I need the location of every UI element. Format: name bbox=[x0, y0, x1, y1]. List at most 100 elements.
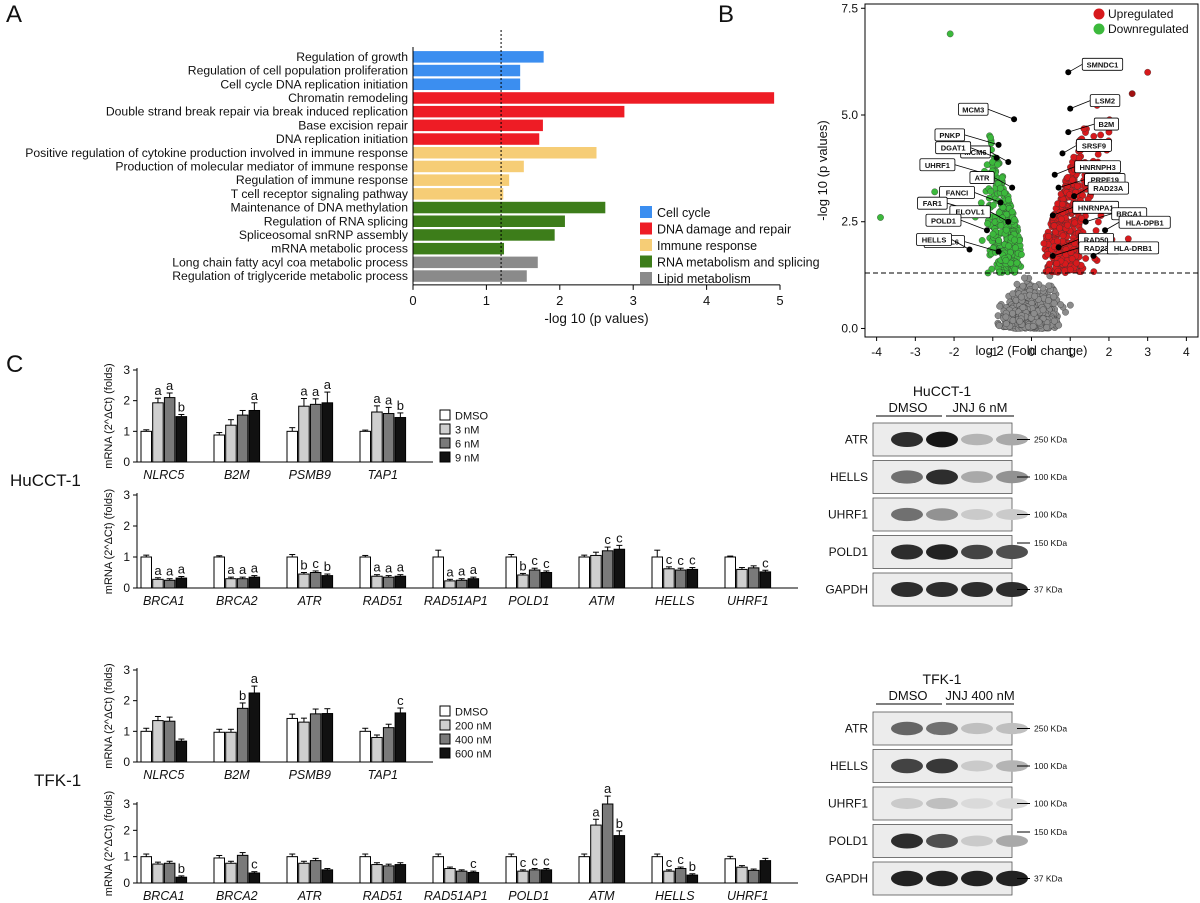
tick-label-b-y-2: 5.0 bbox=[841, 108, 858, 122]
gene-label-b-12: HLA-DRB1 bbox=[1114, 244, 1152, 253]
point-b-1417 bbox=[977, 199, 985, 207]
gene-point-b-16 bbox=[993, 154, 1000, 161]
tick-label-C3-0: 0 bbox=[123, 755, 130, 769]
bar-C2-8-2 bbox=[747, 567, 760, 589]
gene-point-b-15 bbox=[1005, 158, 1012, 165]
sig-C4-4-3: c bbox=[470, 856, 477, 871]
sig-C2-1-3: a bbox=[251, 561, 259, 576]
legend-label-a-0: Cell cycle bbox=[657, 206, 711, 220]
bar-C2-0-0 bbox=[140, 556, 152, 589]
gene-label-b-16: DGAT1 bbox=[941, 144, 966, 153]
sig-C2-1-1: a bbox=[227, 562, 235, 577]
sig-C2-0-2: a bbox=[166, 564, 174, 579]
gene-box-b-20 bbox=[917, 196, 948, 210]
row-label-tfk1: TFK-1 bbox=[34, 771, 81, 790]
gene-label-b-19: FANCI bbox=[946, 189, 969, 198]
point-b-1206 bbox=[1094, 218, 1102, 226]
bar-C4-6-2 bbox=[601, 803, 614, 884]
point-b-1300 bbox=[1054, 237, 1061, 245]
sig-C4-5-3: c bbox=[543, 854, 550, 869]
sig-C2-4-3: a bbox=[470, 562, 478, 577]
gene-leader-b-11 bbox=[1052, 247, 1079, 257]
band-0-0-3 bbox=[996, 433, 1028, 446]
sig-C4-7-2: c bbox=[677, 852, 684, 867]
point-b-885 bbox=[1019, 304, 1027, 311]
legend-swatch-a-4 bbox=[640, 272, 652, 284]
gene-box-b-17 bbox=[919, 158, 956, 172]
category-label-a-8: Production of molecular mediator of immu… bbox=[115, 159, 408, 173]
bar-a-15 bbox=[413, 256, 538, 269]
point-b-1606 bbox=[1002, 226, 1010, 234]
gene-label-b-6: RAD23A bbox=[1093, 184, 1124, 193]
bar-C3-1-2 bbox=[236, 707, 249, 763]
gene-box-b-19 bbox=[939, 186, 975, 199]
bar-C2-1-2 bbox=[236, 578, 249, 589]
sig-C4-0-3: b bbox=[178, 861, 185, 876]
bar-C1-2-0 bbox=[286, 430, 298, 463]
blot-title-1: TFK-1 bbox=[923, 671, 962, 687]
gene-label-b-7: HNRNPA1 bbox=[1078, 203, 1114, 212]
gene-leader-b-10 bbox=[1058, 238, 1079, 248]
point-b-1318 bbox=[1045, 233, 1052, 240]
bar-C2-5-2 bbox=[528, 569, 541, 589]
tick-label-b-x-4: 4 bbox=[1183, 345, 1190, 359]
point-b-1139 bbox=[1097, 131, 1105, 139]
gene-label-b-0: SMNDC1 bbox=[1087, 60, 1119, 69]
category-label-C1-0: NLRC5 bbox=[143, 468, 184, 482]
bar-a-3 bbox=[413, 92, 775, 104]
sig-C2-5-2: c bbox=[531, 553, 538, 568]
cond-label-0-1: JNJ 6 nM bbox=[953, 400, 1008, 415]
sig-C1-2-1: a bbox=[300, 384, 308, 399]
tick-label-C3-1: 1 bbox=[123, 724, 130, 738]
protein-label-1-1: HELLS bbox=[830, 759, 868, 773]
bar-C4-5-0 bbox=[505, 856, 517, 884]
point-b-882 bbox=[1029, 322, 1037, 330]
bar-C4-2-2 bbox=[309, 860, 322, 884]
point-b-1605 bbox=[994, 161, 1002, 168]
bar-C4-1-2 bbox=[236, 854, 249, 884]
band-1-4-0 bbox=[891, 870, 923, 887]
bar-C4-3-0 bbox=[359, 856, 371, 884]
point-b-1283 bbox=[1046, 260, 1053, 268]
point-b-1315 bbox=[1090, 132, 1098, 140]
point-b-899 bbox=[1016, 317, 1024, 325]
bar-C4-1-0 bbox=[213, 857, 225, 884]
bar-C2-3-3 bbox=[394, 575, 407, 589]
gene-box-b-14 bbox=[934, 128, 965, 142]
category-label-a-14: mRNA metabolic process bbox=[271, 242, 408, 256]
point-b-1578 bbox=[995, 237, 1003, 244]
gene-box-b-1 bbox=[1089, 94, 1121, 107]
band-0-2-1 bbox=[926, 508, 958, 521]
point-b-1608 bbox=[1013, 259, 1021, 267]
bar-C4-3-3 bbox=[394, 864, 407, 884]
point-b-896 bbox=[1013, 280, 1021, 288]
gene-point-b-7 bbox=[1049, 212, 1056, 219]
bar-chart-C3: 0 1 2 3 mRNA (2^ΔCt) (folds) NLRC5 ba B2M PSMB9 c… bbox=[103, 663, 492, 782]
band-0-1-3 bbox=[996, 470, 1028, 484]
bar-C2-5-3 bbox=[540, 572, 553, 589]
y-axis-title-C3: mRNA (2^ΔCt) (folds) bbox=[103, 663, 115, 768]
tick-label-a-0: 0 bbox=[409, 293, 416, 308]
legend-label-C3-2: 400 nM bbox=[455, 735, 492, 747]
gene-point-b-5 bbox=[1055, 184, 1062, 191]
cond-label-1-1: JNJ 400 nM bbox=[945, 688, 1014, 703]
point-b-571 bbox=[1050, 293, 1058, 301]
category-label-a-2: Cell cycle DNA replication initiation bbox=[220, 77, 408, 91]
sig-C1-2-2: a bbox=[312, 384, 320, 399]
marker-label-1-2: 100 KDa bbox=[1034, 799, 1067, 809]
bar-a-9 bbox=[413, 174, 510, 186]
category-label-C2-7: HELLS bbox=[655, 594, 695, 608]
band-1-1-1 bbox=[926, 758, 958, 774]
bar-C2-0-2 bbox=[163, 579, 176, 589]
sig-C2-8-3: c bbox=[762, 555, 769, 570]
bar-C4-0-0 bbox=[140, 856, 152, 884]
band-0-1-2 bbox=[961, 471, 993, 483]
category-label-C4-8: UHRF1 bbox=[727, 889, 769, 903]
bar-C2-3-0 bbox=[359, 556, 371, 589]
gene-point-b-10 bbox=[1055, 244, 1062, 251]
gene-point-b-9 bbox=[1102, 227, 1109, 234]
gene-leader-b-4 bbox=[1054, 166, 1075, 176]
point-b-1214 bbox=[1054, 267, 1062, 275]
point-b-1522 bbox=[983, 161, 991, 169]
bar-C2-2-2 bbox=[309, 572, 322, 589]
